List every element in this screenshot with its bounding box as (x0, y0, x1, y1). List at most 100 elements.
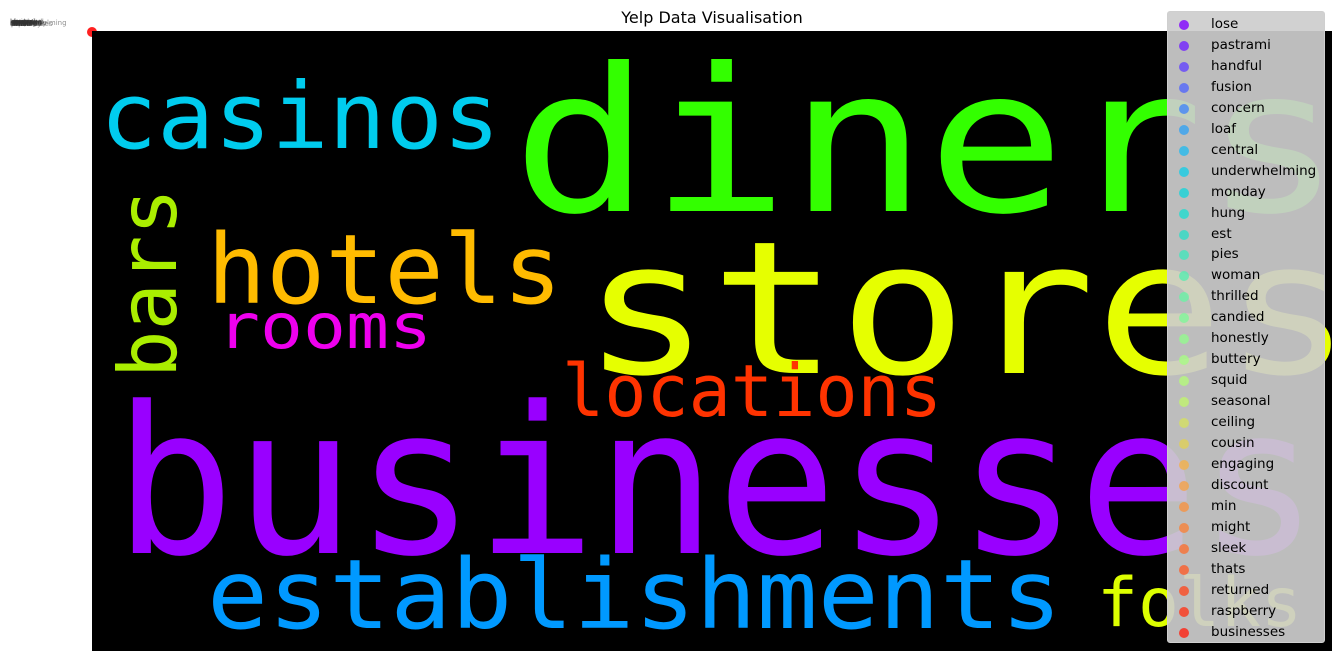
word-businesses: businesses (114, 364, 1319, 602)
point-label: thrilled (13, 19, 38, 27)
legend-item: might (1168, 517, 1326, 538)
point-label: pies (11, 20, 26, 28)
legend-label: handful (1211, 57, 1263, 74)
legend-item: underwhelming (1168, 161, 1326, 182)
legend-marker (1179, 439, 1189, 449)
legend-marker (1179, 397, 1189, 408)
legend-marker (1179, 166, 1189, 177)
legend-label: engaging (1211, 455, 1275, 472)
legend-item: cousin (1168, 433, 1326, 454)
legend-label: honestly (1211, 330, 1269, 347)
legend-label: pastrami (1211, 36, 1271, 53)
point-label: loaf (10, 20, 23, 28)
legend-label: raspberry (1211, 602, 1277, 619)
legend-label: est (1211, 225, 1232, 242)
word-rooms: rooms (217, 290, 432, 363)
legend-label: might (1211, 518, 1251, 535)
legend-item: concern (1168, 98, 1326, 119)
legend-item: lose (1168, 14, 1326, 35)
point-label: fusion (13, 18, 35, 26)
point-label: cousin (10, 20, 33, 28)
legend-item: woman (1168, 265, 1326, 286)
point-label: businesses (14, 20, 53, 28)
legend-label: cousin (1211, 435, 1255, 451)
legend-label: discount (1211, 476, 1269, 493)
point-label: raspberry (13, 19, 47, 27)
legend-item: seasonal (1168, 391, 1326, 412)
legend-marker (1179, 40, 1189, 51)
legend-marker (1179, 543, 1189, 554)
legend-item: handful (1168, 56, 1326, 77)
legend-label: seasonal (1211, 393, 1271, 410)
legend-item: businesses (1168, 622, 1326, 643)
legend-item: min (1168, 496, 1326, 517)
legend-label: squid (1211, 372, 1248, 389)
chart-title: Yelp Data Visualisation (621, 8, 803, 27)
point-label: might (14, 18, 35, 26)
legend-label: monday (1211, 183, 1266, 200)
legend-marker (1179, 229, 1189, 240)
legend-item: thats (1168, 559, 1326, 580)
legend-label: ceiling (1211, 414, 1256, 431)
legend-item: monday (1168, 182, 1326, 203)
point-label: squid (12, 20, 31, 28)
legend-item: pies (1168, 244, 1326, 265)
legend-label: pies (1211, 246, 1239, 263)
point-label: thats (11, 20, 29, 28)
legend-item: returned (1168, 580, 1326, 601)
legend-marker (1179, 187, 1189, 198)
legend-marker (1179, 124, 1189, 135)
point-label: monday (13, 20, 42, 28)
legend-marker (1179, 250, 1189, 261)
legend-item: thrilled (1168, 286, 1326, 307)
legend-marker (1179, 480, 1189, 491)
point-label: lose (10, 18, 25, 26)
legend-item: discount (1168, 475, 1326, 496)
legend-marker (1179, 145, 1189, 156)
legend: lose pastrami handful fusion concern loaf cent… (1167, 11, 1325, 643)
legend-item: sleek (1168, 538, 1326, 559)
legend-marker (1179, 564, 1189, 575)
legend-label: lose (1211, 16, 1239, 32)
point-label: discount (12, 19, 42, 27)
word-cloud-image: diners stores casinos hotels bars rooms … (92, 31, 1332, 651)
legend-label: underwhelming (1211, 162, 1317, 179)
point-label: est (10, 19, 21, 27)
legend-marker (1179, 313, 1189, 324)
legend-label: min (1211, 497, 1237, 514)
legend-marker (1179, 627, 1189, 638)
point-label: handful (12, 20, 39, 28)
legend-label: returned (1211, 581, 1270, 598)
point-label: min (13, 20, 27, 28)
legend-label: hung (1211, 204, 1246, 221)
point-label: ceiling (14, 19, 37, 27)
word-bars: bars (102, 188, 195, 378)
legend-item: engaging (1168, 454, 1326, 475)
legend-marker (1179, 292, 1189, 303)
point-label: returned (12, 18, 43, 26)
legend-item: buttery (1168, 349, 1326, 370)
point-label: sleek (10, 19, 29, 27)
legend-item: honestly (1168, 328, 1326, 349)
point-label: buttery (11, 19, 37, 27)
legend-item: central (1168, 140, 1326, 161)
legend-marker (1179, 459, 1189, 470)
legend-item: pastrami (1168, 35, 1326, 56)
point-label: concern (14, 19, 42, 27)
word-locations: locations (562, 349, 942, 433)
legend-label: fusion (1211, 78, 1252, 95)
legend-marker (1179, 376, 1189, 387)
word-hotels: hotels (207, 214, 562, 326)
legend-label: concern (1211, 99, 1265, 116)
legend-marker (1179, 103, 1189, 114)
legend-marker (1179, 501, 1189, 512)
point-label: engaging (11, 18, 44, 26)
legend-item: fusion (1168, 77, 1326, 98)
legend-marker (1179, 20, 1189, 30)
legend-marker (1179, 522, 1189, 533)
legend-marker (1179, 208, 1189, 219)
legend-label: businesses (1211, 623, 1286, 640)
legend-marker (1179, 271, 1189, 282)
word-establishments: establishments (207, 539, 1062, 651)
legend-marker (1179, 418, 1189, 429)
